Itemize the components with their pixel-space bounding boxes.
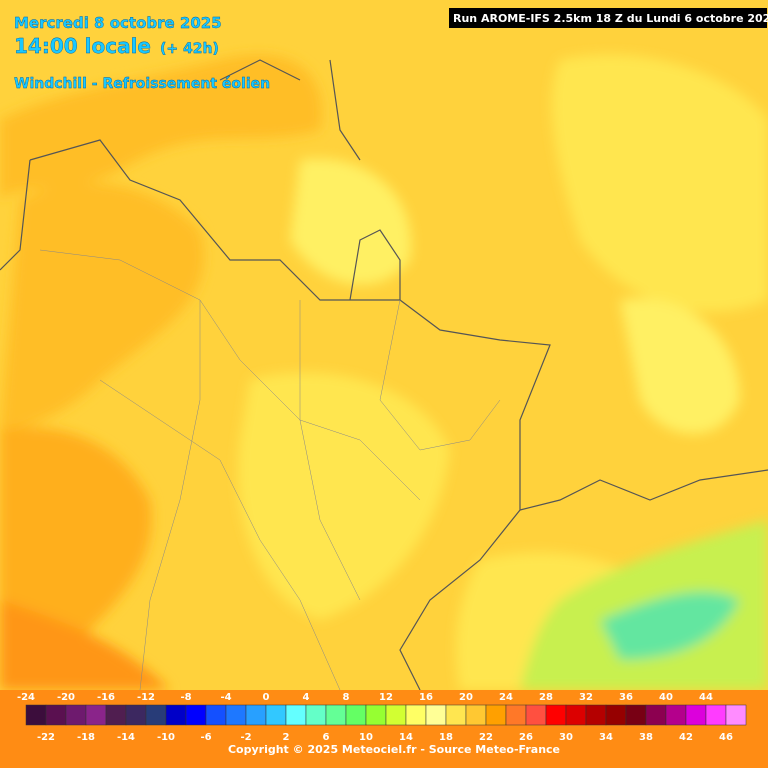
legend-swatch <box>365 704 387 726</box>
legend-label: -18 <box>77 732 95 743</box>
run-box <box>449 8 767 28</box>
legend-swatch <box>285 704 307 726</box>
legend-swatch <box>705 704 727 726</box>
legend-label: 14 <box>399 732 413 743</box>
legend-swatch <box>445 704 467 726</box>
legend-label: 0 <box>263 692 270 703</box>
legend-label: 8 <box>343 692 350 703</box>
legend-label: -14 <box>117 732 135 743</box>
legend-label: 34 <box>599 732 613 743</box>
legend-swatch <box>25 704 47 726</box>
legend-label: 30 <box>559 732 573 743</box>
time: 14:00 locale <box>14 34 151 58</box>
legend-label: -24 <box>17 692 35 703</box>
copyright: Copyright © 2025 Meteociel.fr - Source M… <box>228 743 560 756</box>
legend-label: 18 <box>439 732 453 743</box>
legend-swatch <box>185 704 207 726</box>
legend: -24-22-20-18-16-14-12-10-8-6-4-202468101… <box>17 692 747 743</box>
legend-label: 40 <box>659 692 673 703</box>
legend-label: 22 <box>479 732 493 743</box>
map-background <box>0 0 768 691</box>
legend-swatch <box>725 704 747 726</box>
legend-swatch <box>545 704 567 726</box>
legend-swatch <box>205 704 227 726</box>
legend-label: 6 <box>323 732 330 743</box>
legend-swatch <box>325 704 347 726</box>
regions <box>39 249 501 691</box>
legend-swatch <box>525 704 547 726</box>
legend-label: 24 <box>499 692 513 703</box>
legend-swatch <box>345 704 367 726</box>
legend-label: 20 <box>459 692 473 703</box>
legend-label: 28 <box>539 692 553 703</box>
legend-swatch <box>85 704 107 726</box>
legend-label: -12 <box>137 692 155 703</box>
legend-swatch <box>425 704 447 726</box>
legend-label: 42 <box>679 732 693 743</box>
legend-label: 2 <box>283 732 290 743</box>
legend-swatch <box>245 704 267 726</box>
legend-swatch <box>165 704 187 726</box>
legend-label: -16 <box>97 692 115 703</box>
legend-background <box>0 690 768 768</box>
legend-label: 16 <box>419 692 433 703</box>
legend-swatch <box>625 704 647 726</box>
legend-swatch <box>45 704 67 726</box>
legend-label: 32 <box>579 692 593 703</box>
legend-label: 38 <box>639 732 653 743</box>
legend-swatch <box>225 704 247 726</box>
legend-label: -4 <box>220 692 231 703</box>
date: Mercredi 8 octobre 2025 <box>14 14 222 32</box>
legend-label: -10 <box>157 732 175 743</box>
legend-label: 12 <box>379 692 393 703</box>
legend-swatch <box>645 704 667 726</box>
legend-swatch <box>125 704 147 726</box>
legend-swatch <box>605 704 627 726</box>
legend-swatch <box>65 704 87 726</box>
legend-label: 10 <box>359 732 373 743</box>
parameter: Windchill - Refroissement éolien <box>14 76 270 92</box>
run-info: Run AROME-IFS 2.5km 18 Z du Lundi 6 octo… <box>453 12 768 25</box>
legend-label: 46 <box>719 732 733 743</box>
legend-swatch <box>585 704 607 726</box>
legend-label: 26 <box>519 732 533 743</box>
legend-label: 4 <box>303 692 310 703</box>
legend-label: -22 <box>37 732 55 743</box>
legend-swatch <box>505 704 527 726</box>
legend-swatch <box>485 704 507 726</box>
legend-swatch <box>145 704 167 726</box>
legend-label: -2 <box>240 732 251 743</box>
legend-label: 44 <box>699 692 713 703</box>
legend-label: -8 <box>180 692 191 703</box>
legend-label: -20 <box>57 692 75 703</box>
legend-swatch <box>465 704 487 726</box>
legend-swatch <box>405 704 427 726</box>
legend-swatch <box>385 704 407 726</box>
legend-label: -6 <box>200 732 211 743</box>
lead-time: (+ 42h) <box>160 41 219 57</box>
legend-label: 36 <box>619 692 633 703</box>
legend-swatch <box>105 704 127 726</box>
borders <box>0 59 768 691</box>
legend-swatch <box>685 704 707 726</box>
legend-swatch <box>665 704 687 726</box>
legend-swatch <box>305 704 327 726</box>
legend-swatch <box>565 704 587 726</box>
legend-swatch <box>265 704 287 726</box>
